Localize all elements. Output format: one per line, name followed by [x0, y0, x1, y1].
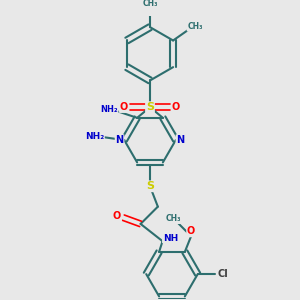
Text: CH₃: CH₃ — [142, 0, 158, 8]
Text: S: S — [146, 181, 154, 191]
Text: Cl: Cl — [218, 269, 228, 279]
Text: NH₂: NH₂ — [100, 106, 118, 115]
Text: N: N — [176, 135, 184, 145]
Text: O: O — [120, 102, 128, 112]
Text: NH: NH — [163, 233, 178, 242]
Text: CH₃: CH₃ — [187, 22, 203, 31]
Text: O: O — [187, 226, 195, 236]
Text: N: N — [116, 135, 124, 145]
Text: S: S — [146, 102, 154, 112]
Text: O: O — [172, 102, 180, 112]
Text: NH₂: NH₂ — [85, 133, 104, 142]
Text: O: O — [113, 211, 121, 221]
Text: CH₃: CH₃ — [166, 214, 182, 224]
